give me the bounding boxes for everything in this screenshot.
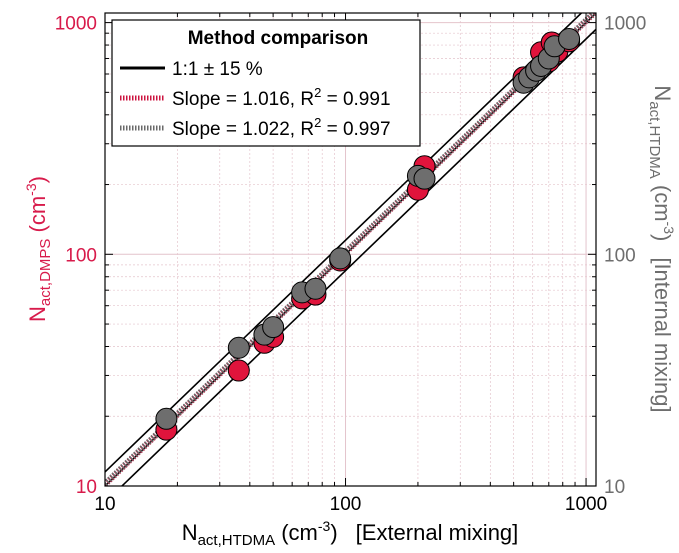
data-point-htdma-internal: [329, 247, 352, 270]
data-point-htdma-internal: [304, 277, 327, 300]
y-axis-left-title: Nact,DMPS (cm-3): [23, 176, 54, 322]
y-tick-label-right: 10: [604, 477, 625, 498]
x-tick-label: 10: [94, 494, 115, 515]
y-axis-right-title: Nact,HTDMA (cm-3)[Internal mixing]: [646, 85, 677, 412]
data-point-htdma-internal: [155, 407, 178, 430]
data-point-htdma-internal: [262, 316, 285, 339]
x-tick-label: 1000: [565, 494, 607, 515]
y-tick-label-left: 10: [76, 477, 97, 498]
x-axis-title: Nact,HTDMA (cm-3) [External mixing]: [182, 518, 519, 549]
plot-frame: [104, 12, 597, 487]
data-point-htdma-internal: [558, 27, 581, 50]
data-point-htdma-internal: [227, 336, 250, 359]
legend-box: [111, 19, 421, 147]
y-tick-label-right: 100: [604, 245, 636, 266]
y-tick-label-left: 1000: [55, 14, 97, 35]
legend-label-one-to-one: 1:1 ± 15 %: [172, 59, 263, 80]
legend-label-htdma-fit: Slope = 1.022, R2 = 0.997: [172, 115, 391, 140]
x-tick-label: 100: [330, 494, 362, 515]
legend: Method comparison 1:1 ± 15 % Slope = 1.0…: [111, 19, 421, 147]
legend-label-dmps-fit: Slope = 1.016, R2 = 0.991: [172, 85, 391, 110]
data-points: [155, 27, 581, 441]
one-to-one-line: [120, 28, 596, 486]
y-tick-label-left: 100: [65, 245, 97, 266]
fit-line-htdma: [105, 13, 596, 486]
y-tick-label-right: 1000: [604, 14, 646, 35]
data-point-htdma-internal: [413, 167, 436, 190]
legend-title: Method comparison: [188, 28, 369, 49]
data-point-dmps: [227, 359, 250, 382]
